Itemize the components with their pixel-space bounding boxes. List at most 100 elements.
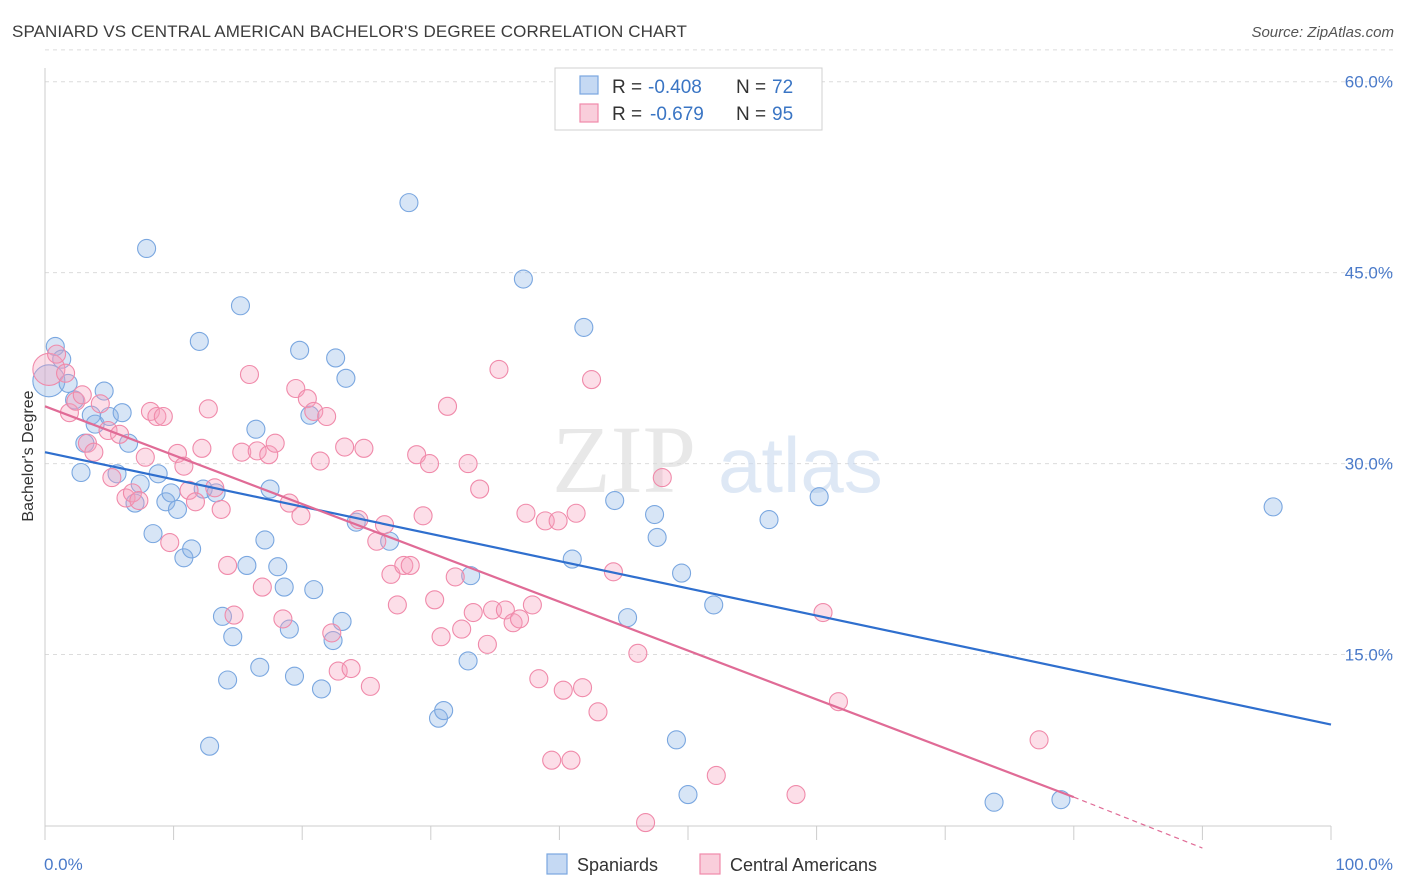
spaniards-point (71, 462, 91, 483)
central-americans-point (636, 813, 656, 833)
central-americans-point (102, 468, 122, 488)
central-americans-point (706, 765, 726, 786)
chart-title: SPANIARD VS CENTRAL AMERICAN BACHELOR'S … (12, 22, 687, 41)
spaniards-point (336, 368, 356, 388)
spaniards-point (237, 555, 257, 575)
spaniards-point (513, 269, 533, 289)
central-americans-point (252, 577, 272, 597)
spaniards-point (200, 736, 220, 756)
trendlines (44, 405, 1332, 849)
legend-r-value-1: -0.408 (648, 77, 702, 98)
central-americans-point (32, 352, 66, 386)
spaniards-point (274, 577, 294, 597)
central-americans-point (394, 555, 414, 575)
spaniards-point (311, 679, 332, 699)
watermark-zip: ZIP (552, 406, 696, 513)
legend-box (554, 67, 823, 131)
central-americans-point (90, 394, 110, 414)
y-tick-label: 60.0% (1345, 73, 1393, 92)
central-americans-point (581, 370, 602, 390)
central-americans-point (317, 406, 337, 427)
spaniards-point (284, 666, 305, 686)
central-americans-point (239, 364, 260, 385)
central-americans-point (522, 595, 542, 615)
legend-n-label-1: N = (736, 77, 766, 98)
spaniards-point (189, 331, 209, 351)
series-central-americans-points (32, 344, 1049, 833)
spaniards-point (645, 504, 665, 525)
central-americans-point (628, 643, 648, 663)
spaniards-point (137, 238, 157, 259)
central-americans-point (47, 344, 67, 364)
spaniards-point (605, 490, 625, 511)
central-americans-point (72, 385, 92, 405)
spaniards-point (143, 524, 163, 544)
spaniards-point (156, 492, 176, 512)
central-americans-point (425, 590, 445, 610)
central-americans-point (542, 750, 562, 770)
y-tick-labels: 15.0% 30.0% 45.0% 60.0% (1345, 73, 1393, 665)
spaniards-point (290, 340, 310, 360)
spaniards-point (672, 563, 692, 583)
central-americans-point (129, 490, 149, 511)
spaniards-point (167, 499, 188, 519)
spaniards-point (230, 296, 251, 316)
central-americans-point (652, 468, 672, 488)
central-americans-point (548, 511, 568, 531)
central-americans-point (786, 785, 806, 805)
watermark: ZIP atlas (552, 406, 883, 513)
central-americans-point (413, 506, 433, 526)
x-tick-labels: 0.0% 100.0% (44, 855, 1393, 874)
spaniards-point (94, 381, 114, 401)
trendline-central-americans-extension (1073, 796, 1203, 849)
central-americans-point (122, 483, 142, 503)
central-americans-point (135, 447, 155, 467)
central-americans-point (291, 506, 311, 526)
central-americans-point (360, 676, 380, 696)
central-americans-point (247, 441, 267, 461)
spaniards-point (268, 557, 288, 577)
axes (44, 68, 1332, 840)
y-tick-label: 30.0% (1345, 455, 1393, 474)
legend-swatch-spaniards (579, 75, 599, 95)
central-americans-point (335, 437, 355, 457)
central-americans-point (431, 627, 451, 647)
central-americans-point (477, 634, 497, 654)
legend-swatch-central-americans (579, 103, 599, 123)
central-americans-point (452, 619, 472, 639)
spaniards-point (182, 539, 202, 559)
legend-r-label-2: R = (612, 104, 642, 125)
bottom-legend-central-americans: Central Americans (730, 855, 877, 875)
central-americans-point (198, 399, 218, 419)
x-tick-label: 100.0% (1335, 855, 1393, 874)
central-americans-point (265, 433, 285, 453)
source-label: Source: ZipAtlas.com (1251, 24, 1394, 41)
spaniards-point (323, 630, 343, 651)
central-americans-point (419, 454, 440, 474)
spaniards-point (45, 336, 65, 357)
central-americans-point (297, 389, 317, 409)
spaniards-point (304, 580, 324, 600)
spaniards-point (704, 595, 724, 615)
spaniards-point (1263, 497, 1283, 517)
series-spaniards-points (32, 193, 1283, 812)
spaniards-point (218, 670, 238, 690)
spaniards-point (326, 348, 346, 368)
legend: R = -0.408 N = 72 R = -0.679 N = 95 (554, 67, 823, 131)
bottom-legend-spaniards: Spaniards (577, 855, 658, 875)
central-americans-point (179, 480, 199, 500)
legend-n-value-1: 72 (772, 77, 793, 98)
central-americans-point (273, 609, 293, 629)
central-americans-point (211, 499, 231, 519)
y-tick-label: 15.0% (1345, 646, 1393, 665)
central-americans-point (322, 623, 342, 643)
spaniards-point (250, 657, 270, 677)
central-americans-point (153, 406, 173, 427)
central-americans-point (572, 678, 593, 698)
spaniards-point (112, 403, 132, 423)
spaniards-point (574, 317, 594, 337)
central-americans-point (463, 602, 483, 623)
central-americans-point (516, 503, 536, 523)
spaniards-point (678, 785, 698, 805)
